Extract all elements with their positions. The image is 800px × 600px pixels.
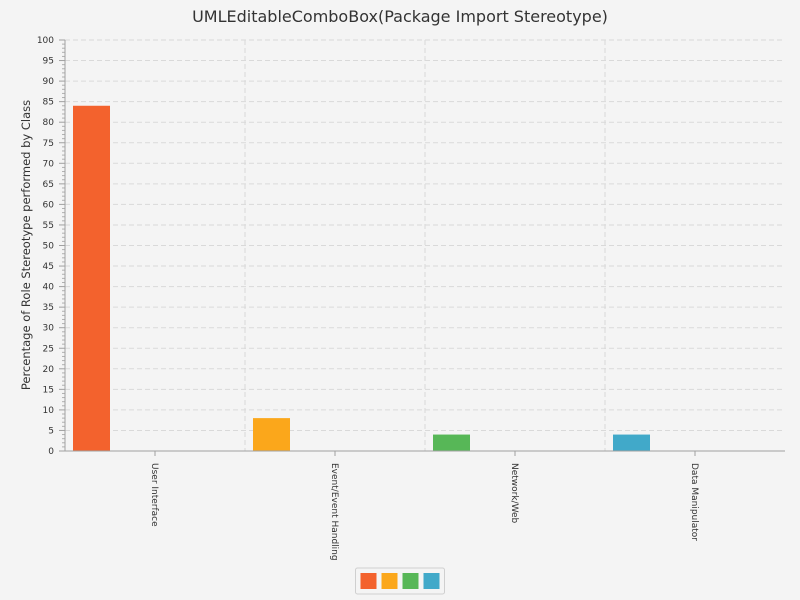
legend-swatch-1[interactable] [381, 573, 398, 589]
legend [355, 567, 445, 595]
x-tick-label: Event/Event Handling [329, 463, 339, 561]
y-tick-label: 75 [43, 139, 54, 149]
y-tick-label: 95 [43, 57, 54, 67]
y-tick-label: 30 [43, 324, 55, 334]
y-tick-label: 85 [43, 98, 54, 108]
y-tick-label: 10 [43, 406, 55, 416]
y-tick-label: 0 [48, 447, 54, 457]
y-tick-label: 5 [48, 426, 54, 436]
plot-area: 0 5 10 15 20 25 30 35 40 45 50 55 60 65 70 75 80 85 90 95 10… [37, 36, 785, 561]
bar-2[interactable] [433, 434, 470, 451]
legend-swatch-3[interactable] [423, 573, 440, 589]
y-tick-label: 45 [43, 262, 54, 272]
bar-3[interactable] [613, 434, 650, 451]
y-tick-label: 50 [43, 242, 55, 252]
y-axis-label: Percentage of Role Stereotype performed … [19, 100, 33, 390]
x-tick-label: Data Manipulator [689, 463, 699, 541]
y-tick-label: 65 [43, 180, 54, 190]
legend-box [355, 567, 445, 595]
y-tick-label: 40 [43, 283, 55, 293]
legend-swatch-2[interactable] [402, 573, 419, 589]
legend-swatch-0[interactable] [360, 573, 377, 589]
y-tick-label: 35 [43, 303, 54, 313]
y-tick-label: 60 [43, 200, 55, 210]
y-tick-label: 55 [43, 221, 54, 231]
y-tick-label: 15 [43, 385, 54, 395]
y-tick-label: 25 [43, 344, 54, 354]
y-tick-label: 70 [43, 159, 55, 169]
x-tick-label: Network/Web [509, 463, 519, 524]
y-tick-label: 80 [43, 118, 55, 128]
x-tick-label: User Interface [149, 463, 159, 527]
chart-title: UMLEditableComboBox(Package Import Stere… [192, 7, 608, 26]
y-tick-label: 20 [43, 365, 55, 375]
y-tick-label: 100 [37, 36, 54, 46]
bar-0[interactable] [73, 105, 110, 451]
y-tick-label: 90 [43, 77, 55, 87]
bar-1[interactable] [253, 418, 290, 451]
